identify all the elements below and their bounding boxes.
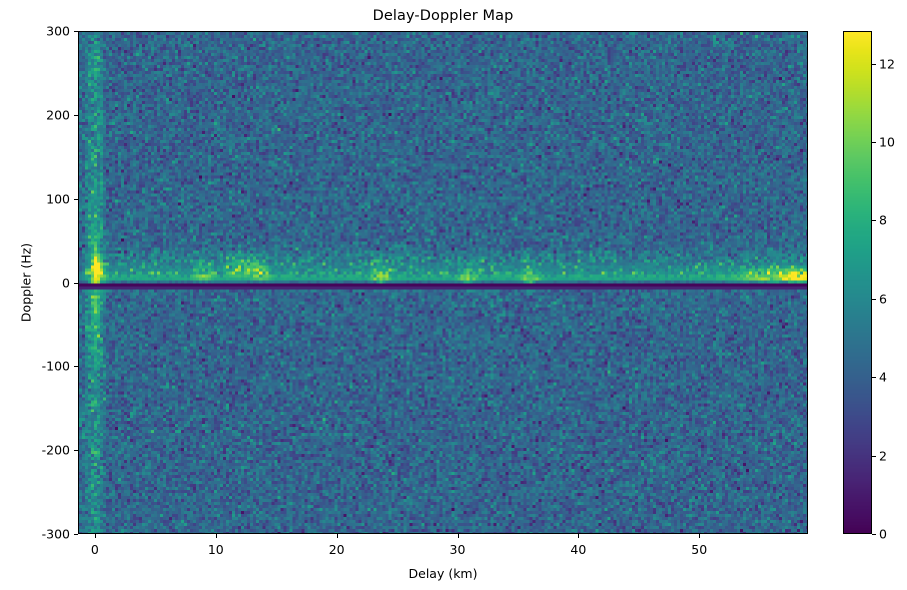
colorbar-tick-mark: [872, 377, 876, 379]
y-tick-mark: [74, 31, 78, 33]
y-tick-label: -200: [41, 442, 70, 458]
colorbar-tick-label: 2: [879, 448, 887, 464]
y-tick-mark: [74, 366, 78, 368]
colorbar-tick-label: 10: [879, 134, 895, 150]
colorbar-tick-mark: [872, 455, 876, 457]
x-tick-label: 20: [328, 542, 345, 557]
colorbar-tick-mark: [872, 298, 876, 300]
colorbar-gradient: [844, 32, 871, 533]
heatmap-axes[interactable]: [78, 31, 808, 534]
colorbar-tick-mark: [872, 220, 876, 222]
x-tick-label: 50: [691, 542, 708, 557]
y-tick-mark: [74, 282, 78, 284]
colorbar-tick-label: 0: [879, 526, 887, 542]
x-tick-mark: [578, 534, 580, 538]
colorbar-tick-label: 4: [879, 369, 887, 385]
y-tick-label: 200: [46, 107, 70, 123]
y-tick-label: 100: [46, 191, 70, 207]
colorbar-tick-mark: [872, 534, 876, 536]
y-axis-label: Doppler (Hz): [18, 242, 34, 323]
x-tick-label: 40: [570, 542, 587, 557]
y-tick-mark: [74, 450, 78, 452]
x-tick-label: 0: [90, 542, 99, 557]
y-tick-mark: [74, 534, 78, 536]
x-tick-mark: [457, 534, 459, 538]
x-tick-label: 10: [207, 542, 224, 557]
y-tick-label: -300: [41, 526, 70, 542]
colorbar-tick-label: 12: [879, 56, 895, 72]
x-tick-mark: [94, 534, 96, 538]
x-tick-mark: [215, 534, 217, 538]
colorbar-tick-mark: [872, 63, 876, 65]
colorbar-tick-label: 6: [879, 291, 887, 307]
x-tick-mark: [336, 534, 338, 538]
colorbar-tick-mark: [872, 141, 876, 144]
delay-doppler-heatmap[interactable]: [79, 32, 807, 533]
page-title: Delay-Doppler Map: [372, 8, 514, 24]
colorbar-tick-label: 8: [879, 212, 887, 228]
x-axis-label: Delay (km): [408, 566, 478, 581]
colorbar[interactable]: [843, 31, 872, 534]
x-tick-mark: [699, 534, 701, 538]
y-tick-label: -100: [41, 358, 70, 374]
y-tick-label: 300: [46, 23, 70, 39]
y-tick-mark: [74, 198, 78, 200]
y-tick-label: 0: [62, 275, 70, 290]
x-tick-label: 30: [449, 542, 466, 557]
y-tick-mark: [74, 114, 78, 116]
